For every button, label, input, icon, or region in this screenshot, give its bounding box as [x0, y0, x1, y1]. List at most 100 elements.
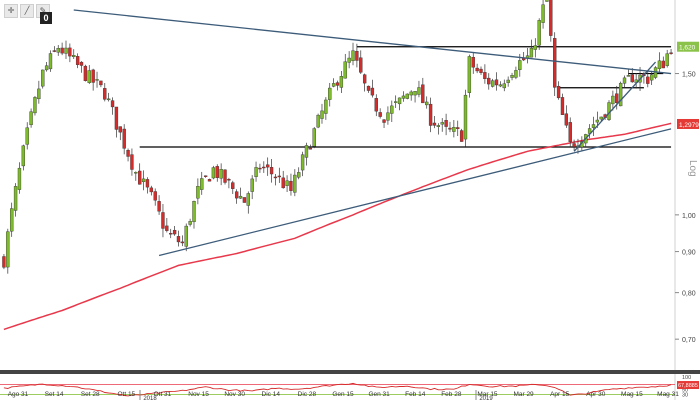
candle — [266, 164, 270, 168]
candle — [537, 20, 541, 46]
candle — [169, 232, 173, 235]
candle — [432, 122, 437, 126]
candle — [269, 167, 274, 175]
candle — [483, 72, 487, 80]
candle — [324, 99, 328, 114]
candle — [611, 95, 615, 105]
candle — [215, 166, 219, 178]
candle — [572, 143, 576, 147]
candle — [626, 75, 631, 77]
candle — [312, 128, 316, 147]
candle — [390, 105, 394, 114]
candle — [331, 83, 336, 87]
trendline-icon[interactable]: ╱ — [20, 4, 34, 18]
candle — [487, 77, 491, 85]
candle — [219, 169, 223, 179]
candle — [622, 77, 627, 84]
x-tick-label: Gen 31 — [368, 391, 390, 398]
x-tick-label: Mar 29 — [513, 391, 534, 398]
rsi-tick-label: 30 — [682, 393, 688, 399]
candle — [83, 65, 88, 82]
candle — [630, 74, 634, 83]
candle — [397, 97, 402, 105]
candle — [661, 60, 665, 69]
trendline — [73, 9, 672, 75]
x-tick-label: Ago 31 — [8, 391, 29, 398]
candle — [401, 95, 406, 99]
candle — [157, 201, 161, 212]
candle — [304, 145, 309, 158]
candle — [374, 98, 378, 112]
candle — [75, 56, 80, 65]
candle — [490, 80, 495, 87]
y-tick-label: 0,90 — [682, 250, 696, 257]
candle — [165, 225, 169, 231]
candle — [273, 176, 278, 179]
candle — [130, 154, 134, 170]
candle — [514, 70, 518, 78]
candle — [79, 61, 84, 66]
candle — [277, 175, 281, 178]
candle — [556, 85, 561, 99]
candle — [448, 127, 452, 130]
candle — [394, 101, 398, 103]
candle — [669, 52, 673, 54]
candle — [103, 88, 107, 100]
x-tick-label: Mar 15 — [477, 391, 498, 398]
x-tick-label: Feb 28 — [441, 391, 462, 398]
candle — [463, 94, 468, 140]
x-tick-label: Feb 14 — [405, 391, 426, 398]
candle — [362, 74, 367, 84]
x-tick-label: Mag 15 — [621, 391, 643, 398]
y-tick-label: 1,50 — [682, 72, 696, 79]
candle — [510, 75, 514, 78]
price-tag-label: 1,2979 — [679, 122, 699, 129]
candle — [246, 193, 250, 206]
candles-group — [2, 0, 673, 274]
candle — [471, 57, 475, 68]
x-tick-label: Mag 31 — [657, 391, 679, 398]
y-axis-label: Log — [687, 160, 698, 177]
candle — [254, 167, 258, 177]
candle — [60, 47, 64, 54]
candle — [417, 87, 421, 95]
candle — [106, 98, 111, 101]
candle — [13, 186, 18, 211]
candle — [211, 167, 216, 179]
rsi-line — [3, 382, 672, 397]
candle — [494, 79, 499, 86]
candle — [37, 88, 41, 100]
candle — [95, 79, 99, 81]
x-tick-label: Apr 30 — [586, 391, 606, 398]
x-tick-label: Ott 15 — [117, 391, 135, 398]
candle — [41, 69, 45, 87]
rsi-tick-label: 50 — [682, 388, 688, 394]
candle — [29, 111, 33, 126]
candle — [339, 76, 344, 88]
y-tick-label: 0,70 — [682, 337, 696, 344]
candle — [2, 256, 6, 268]
y-tick-label: 1,00 — [682, 213, 696, 220]
rsi-tick-label: 100 — [682, 375, 691, 381]
rsi-value-label: 67,8885 — [678, 383, 698, 389]
candle — [149, 187, 154, 193]
candle — [568, 122, 572, 142]
candle — [459, 130, 464, 142]
candle — [475, 67, 479, 72]
candle — [68, 47, 72, 57]
candle — [250, 178, 254, 192]
candle — [351, 50, 355, 62]
candle — [405, 93, 409, 99]
candle — [615, 93, 619, 104]
candle — [52, 50, 57, 52]
crosshair-icon[interactable]: ✛ — [4, 4, 18, 18]
candle — [366, 85, 371, 91]
candle — [122, 128, 126, 149]
candle — [203, 175, 208, 177]
x-tick-label: Ott 31 — [154, 391, 172, 398]
candle — [110, 100, 115, 108]
toolbar-badge[interactable]: 0 — [40, 12, 52, 24]
candle — [227, 179, 231, 181]
x-tick-label: Set 14 — [45, 391, 64, 398]
candle — [421, 84, 425, 104]
